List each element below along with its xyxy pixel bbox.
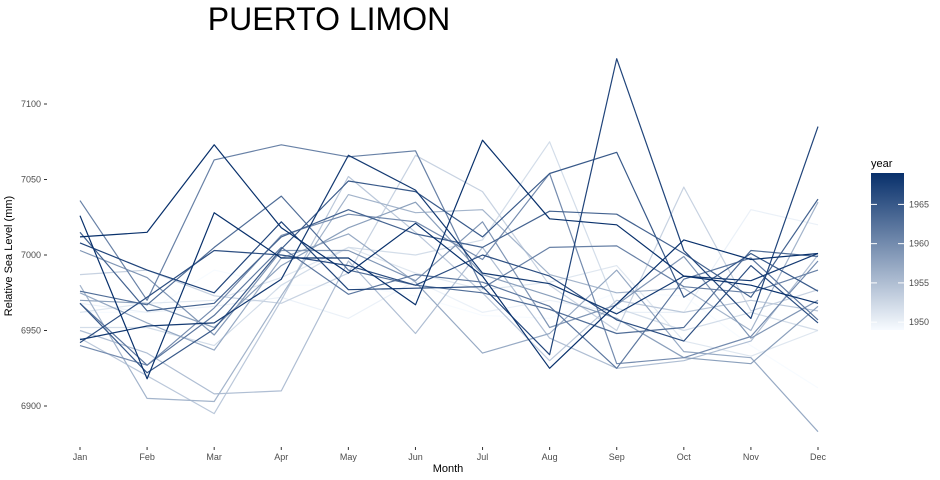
series-line-1953: [79, 154, 819, 332]
x-tick-label: May: [340, 452, 358, 462]
series-line-1959: [79, 221, 819, 339]
series-lines: [79, 58, 819, 433]
y-tick-label: 6950: [21, 326, 41, 336]
series-line-1967: [79, 58, 819, 356]
series-line-1951: [79, 246, 819, 357]
series-line-1954: [79, 175, 819, 415]
legend-tick-label: 1960: [909, 239, 929, 249]
y-axis-title: Relative Sea Level (mm): [3, 196, 15, 316]
x-tick-label: Sep: [609, 452, 625, 462]
legend-tick-label: 1965: [909, 199, 929, 209]
series-line-1965: [79, 151, 819, 374]
x-tick-label: Jul: [477, 452, 489, 462]
x-tick-label: Aug: [542, 452, 558, 462]
x-tick-label: Nov: [743, 452, 760, 462]
x-axis-title: Month: [433, 463, 464, 475]
series-line-1956: [79, 194, 819, 403]
series-line-1966: [79, 249, 819, 344]
x-tick-label: Dec: [810, 452, 827, 462]
y-tick-label: 7100: [21, 99, 41, 109]
chart-title: PUERTO LIMON: [208, 1, 450, 37]
x-axis: Jan Feb Mar Apr May Jun Jul Aug Sep Oct Nov Dec: [73, 447, 827, 462]
x-tick-label: Mar: [206, 452, 222, 462]
series-line-1949: [80, 269, 819, 389]
y-axis: 6900 6950 7000 7050 7100: [21, 99, 47, 411]
series-line-1969: [79, 144, 819, 369]
series-line-1961: [79, 144, 819, 301]
series-line-1964: [79, 198, 819, 312]
legend-title: year: [871, 158, 893, 170]
x-tick-label: Apr: [274, 452, 288, 462]
y-tick-label: 6900: [21, 401, 41, 411]
series-line-1963: [79, 195, 819, 335]
y-tick-label: 7050: [21, 175, 41, 185]
y-tick-label: 7000: [21, 250, 41, 260]
series-line-1957: [79, 233, 819, 433]
series-line-1950: [79, 209, 819, 319]
series-line-1955: [79, 246, 819, 395]
x-tick-label: Jan: [73, 452, 88, 462]
legend-tick-label: 1950: [909, 317, 929, 327]
legend-tick-label: 1955: [909, 278, 929, 288]
x-tick-label: Jun: [408, 452, 423, 462]
x-tick-label: Oct: [677, 452, 692, 462]
legend-colorbar: [871, 173, 904, 330]
series-line-1968: [79, 154, 819, 341]
x-tick-label: Feb: [139, 452, 155, 462]
series-line-1969: [79, 139, 819, 380]
legend: year 1950 1955 1960 1965: [871, 158, 929, 330]
series-line-1952: [80, 141, 819, 347]
